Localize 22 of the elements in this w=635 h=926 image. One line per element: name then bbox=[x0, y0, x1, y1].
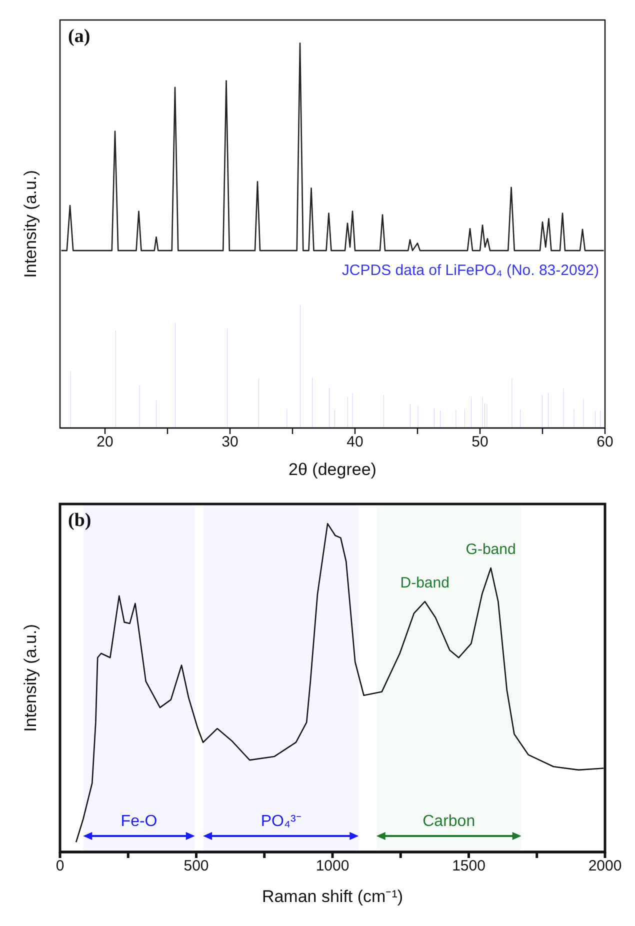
x-tick-label: 50 bbox=[472, 434, 488, 451]
band-label: Carbon bbox=[422, 813, 476, 830]
chart-title: (b) bbox=[68, 510, 92, 531]
x-axis-title: Raman shift (cm⁻¹) bbox=[260, 886, 404, 907]
annotation: G-band bbox=[466, 541, 516, 558]
annotation: D-band bbox=[400, 574, 450, 592]
band-label: PO₄³⁻ bbox=[260, 813, 301, 830]
x-tick-label: 2000 bbox=[588, 858, 622, 875]
chart-title: (a) bbox=[68, 26, 90, 47]
x-tick-label: 500 bbox=[184, 858, 209, 875]
y-axis-title: Intensity (a.u.) bbox=[21, 169, 41, 280]
x-tick-label: 0 bbox=[56, 858, 64, 875]
x-tick-label: 1000 bbox=[316, 858, 350, 875]
text: JCPDS data of LiFePO₄ (No. 83-2092) bbox=[342, 262, 599, 279]
x-tick-label: 1500 bbox=[452, 858, 486, 875]
x-tick-label: 40 bbox=[346, 434, 364, 451]
x-tick-label: 60 bbox=[596, 434, 614, 451]
band-label: Fe-O bbox=[120, 813, 158, 830]
x-tick-label: 30 bbox=[222, 434, 238, 451]
x-tick-label: 20 bbox=[96, 434, 114, 451]
x-axis-title: 2θ (degree) bbox=[288, 460, 378, 480]
y-axis-title: Intensity (a.u.) bbox=[21, 623, 41, 734]
